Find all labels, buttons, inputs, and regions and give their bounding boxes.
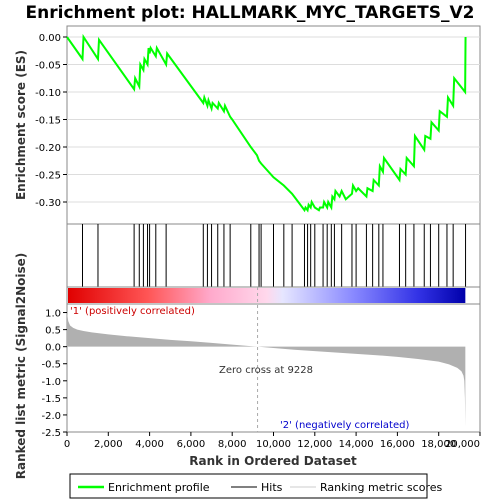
metric-tick-label: 0.5	[45, 326, 61, 337]
metric-tick-label: -2.5	[41, 428, 61, 439]
legend-enrichment-label: Enrichment profile	[108, 481, 210, 494]
metric-y-ticks: 1.0 0.5 0.0 -0.5 -1.0 -1.5 -2.0 -2.5	[41, 309, 67, 439]
metric-tick-label: -1.5	[41, 394, 61, 405]
metric-plot-frame	[66, 303, 481, 433]
metric-tick-label: -2.0	[41, 411, 61, 422]
rank-colorbar	[66, 286, 481, 305]
x-tick-label: 8,000	[218, 439, 247, 450]
x-tick-label: 2,000	[94, 439, 123, 450]
x-tick-label: 10,000	[256, 439, 291, 450]
es-tick-label: -0.10	[35, 88, 61, 99]
zero-cross-label: Zero cross at 9228	[219, 365, 313, 376]
positive-correlation-label: '1' (positively correlated)	[70, 306, 195, 317]
x-tick-label: 6,000	[177, 439, 206, 450]
legend-box	[69, 473, 428, 499]
es-y-axis-label: Enrichment score (ES)	[14, 50, 28, 200]
hit-marks	[81, 224, 467, 287]
es-tick-label: -0.20	[35, 143, 61, 154]
enrichment-profile-line	[66, 33, 467, 213]
x-tick-label: 16,000	[380, 439, 415, 450]
es-tick-label: -0.30	[35, 198, 61, 209]
es-tick-label: -0.15	[35, 116, 61, 127]
x-tick-label: 0	[64, 439, 70, 450]
x-tick-label: 4,000	[135, 439, 164, 450]
metric-tick-label: -0.5	[41, 360, 61, 371]
hits-panel	[66, 223, 481, 288]
legend-metric-label: Ranking metric scores	[320, 481, 442, 494]
es-gridlines	[67, 36, 480, 203]
legend: Enrichment profile Hits Ranking metric s…	[69, 473, 442, 499]
es-panel: 0.00 -0.05 -0.10 -0.15 -0.20 -0.25 -0.30 Enric…	[14, 25, 481, 225]
chart-title: Enrichment plot: HALLMARK_MYC_TARGETS_V2	[26, 3, 475, 23]
es-tick-label: -0.25	[35, 171, 61, 182]
x-tick-label: 18,000	[421, 439, 456, 450]
x-tick-label: 20,000	[445, 439, 480, 450]
es-tick-label: 0.00	[39, 33, 61, 44]
metric-tick-label: 0.0	[45, 343, 61, 354]
es-plot-frame	[66, 25, 481, 225]
x-tick-label: 12,000	[297, 439, 332, 450]
metric-x-ticks: 0 2,000 4,000 6,000 8,000 10,000 12,000 14,000 1…	[64, 432, 481, 450]
ranking-metric-area	[67, 312, 466, 427]
rank-color-gradient	[68, 288, 466, 303]
metric-tick-label: 1.0	[45, 309, 61, 320]
x-axis-label: Rank in Ordered Dataset	[189, 454, 357, 468]
metric-panel: 1.0 0.5 0.0 -0.5 -1.0 -1.5 -2.0 -2.5 0 2,000 4,00…	[14, 253, 481, 480]
negative-correlation-label: '2' (negatively correlated)	[280, 420, 409, 431]
metric-y-axis-label: Ranked list metric (Signal2Noise)	[14, 253, 28, 480]
x-tick-label: 14,000	[339, 439, 374, 450]
legend-hits-label: Hits	[261, 481, 283, 494]
es-tick-label: -0.05	[35, 61, 61, 72]
metric-tick-label: -1.0	[41, 377, 61, 388]
es-y-ticks: 0.00 -0.05 -0.10 -0.15 -0.20 -0.25 -0.30	[35, 33, 67, 209]
